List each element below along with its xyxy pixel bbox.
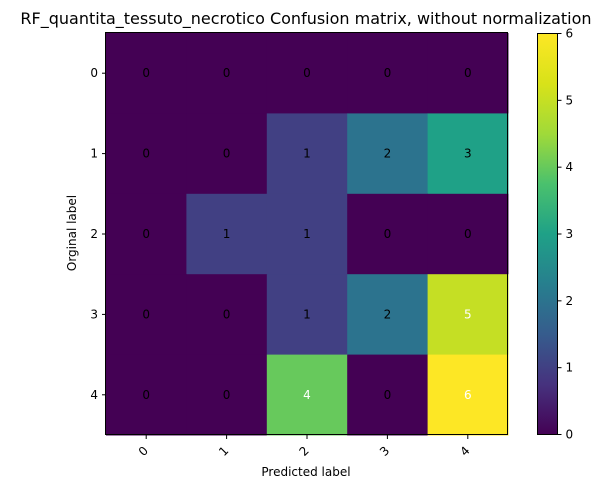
- y-tick-label: 1: [90, 147, 98, 161]
- x-tick-label: 0: [136, 444, 151, 459]
- cell-value-label: 0: [223, 307, 231, 321]
- heatmap-cell: [106, 354, 187, 436]
- cell-value-label: 3: [464, 147, 472, 161]
- heatmap-cell: [347, 33, 429, 114]
- y-axis-ticks: 0 1 2 3 4: [90, 66, 106, 402]
- y-axis-label: Orginal label: [65, 195, 79, 271]
- y-tick-label: 4: [90, 388, 98, 402]
- heatmap-cell: [186, 193, 268, 275]
- cell-value-label: 0: [142, 147, 150, 161]
- colorbar-tick-label: 4: [566, 160, 574, 174]
- x-tick-label: 4: [457, 444, 472, 459]
- heatmap-cell: [427, 274, 509, 356]
- colorbar-tick-label: 1: [566, 361, 574, 375]
- cell-value-label: 0: [384, 66, 392, 80]
- cell-value-label: 0: [223, 147, 231, 161]
- cell-value-label: 0: [303, 66, 311, 80]
- heatmap-cell: [186, 274, 268, 356]
- cell-value-label: 1: [303, 307, 311, 321]
- cell-value-label: 6: [464, 388, 472, 402]
- chart-title: RF_quantita_tessuto_necrotico Confusion …: [20, 9, 591, 29]
- y-tick-label: 0: [90, 66, 98, 80]
- heatmap-cell: [266, 113, 348, 195]
- colorbar-ticks: 0 1 2 3 4 5 6: [557, 27, 574, 442]
- heatmap-cell: [427, 113, 509, 195]
- heatmap-cell: [106, 274, 187, 356]
- heatmap-cell: [427, 354, 509, 436]
- heatmap-cell: [266, 274, 348, 356]
- cell-value-label: 0: [464, 66, 472, 80]
- colorbar-tick-label: 3: [566, 227, 574, 241]
- cell-value-label: 1: [303, 227, 311, 241]
- heatmap-cell: [186, 113, 268, 195]
- heatmap-cell: [427, 193, 509, 275]
- cell-value-label: 2: [384, 147, 392, 161]
- x-tick-label: 3: [377, 444, 392, 459]
- cell-value-label: 0: [142, 307, 150, 321]
- heatmap-cell: [106, 193, 187, 275]
- y-tick-label: 3: [90, 307, 98, 321]
- heatmap-cell: [106, 113, 187, 195]
- cell-value-label: 0: [223, 66, 231, 80]
- y-tick-label: 2: [90, 227, 98, 241]
- cell-value-label: 0: [142, 66, 150, 80]
- colorbar-tick-label: 2: [566, 294, 574, 308]
- cell-value-label: 0: [223, 388, 231, 402]
- x-axis-ticks: 0 1 2 3 4: [136, 435, 473, 459]
- cell-value-label: 0: [384, 227, 392, 241]
- x-tick-label: 1: [216, 444, 231, 459]
- x-axis-label: Predicted label: [261, 465, 350, 479]
- heatmap-cells: [106, 33, 509, 436]
- heatmap-cell: [347, 354, 429, 436]
- colorbar-tick-label: 5: [566, 93, 574, 107]
- colorbar-tick-label: 6: [566, 27, 574, 41]
- heatmap-cell: [427, 33, 509, 114]
- cell-value-label: 0: [142, 388, 150, 402]
- cell-value-label: 0: [464, 227, 472, 241]
- heatmap-cell: [266, 354, 348, 436]
- cell-value-label: 4: [303, 388, 311, 402]
- cell-value-label: 0: [142, 227, 150, 241]
- cell-value-label: 2: [384, 307, 392, 321]
- heatmap-cell-labels: 0 0 0 0 0 0 0 1 2 3 0 1 1 0 0 0 0 1 2 5 0 0 4 0 6: [142, 66, 471, 402]
- cell-value-label: 0: [384, 388, 392, 402]
- heatmap-cell: [266, 33, 348, 114]
- heatmap-cell: [347, 113, 429, 195]
- x-tick-label: 2: [297, 444, 312, 459]
- heatmap-cell: [347, 274, 429, 356]
- heatmap-cell: [186, 354, 268, 436]
- heatmap-cell: [266, 193, 348, 275]
- heatmap-cell: [347, 193, 429, 275]
- cell-value-label: 1: [303, 147, 311, 161]
- cell-value-label: 5: [464, 307, 472, 321]
- heatmap-cell: [186, 33, 268, 114]
- colorbar-tick-label: 0: [566, 428, 574, 442]
- heatmap-cell: [106, 33, 187, 114]
- cell-value-label: 1: [223, 227, 231, 241]
- colorbar: [537, 33, 558, 435]
